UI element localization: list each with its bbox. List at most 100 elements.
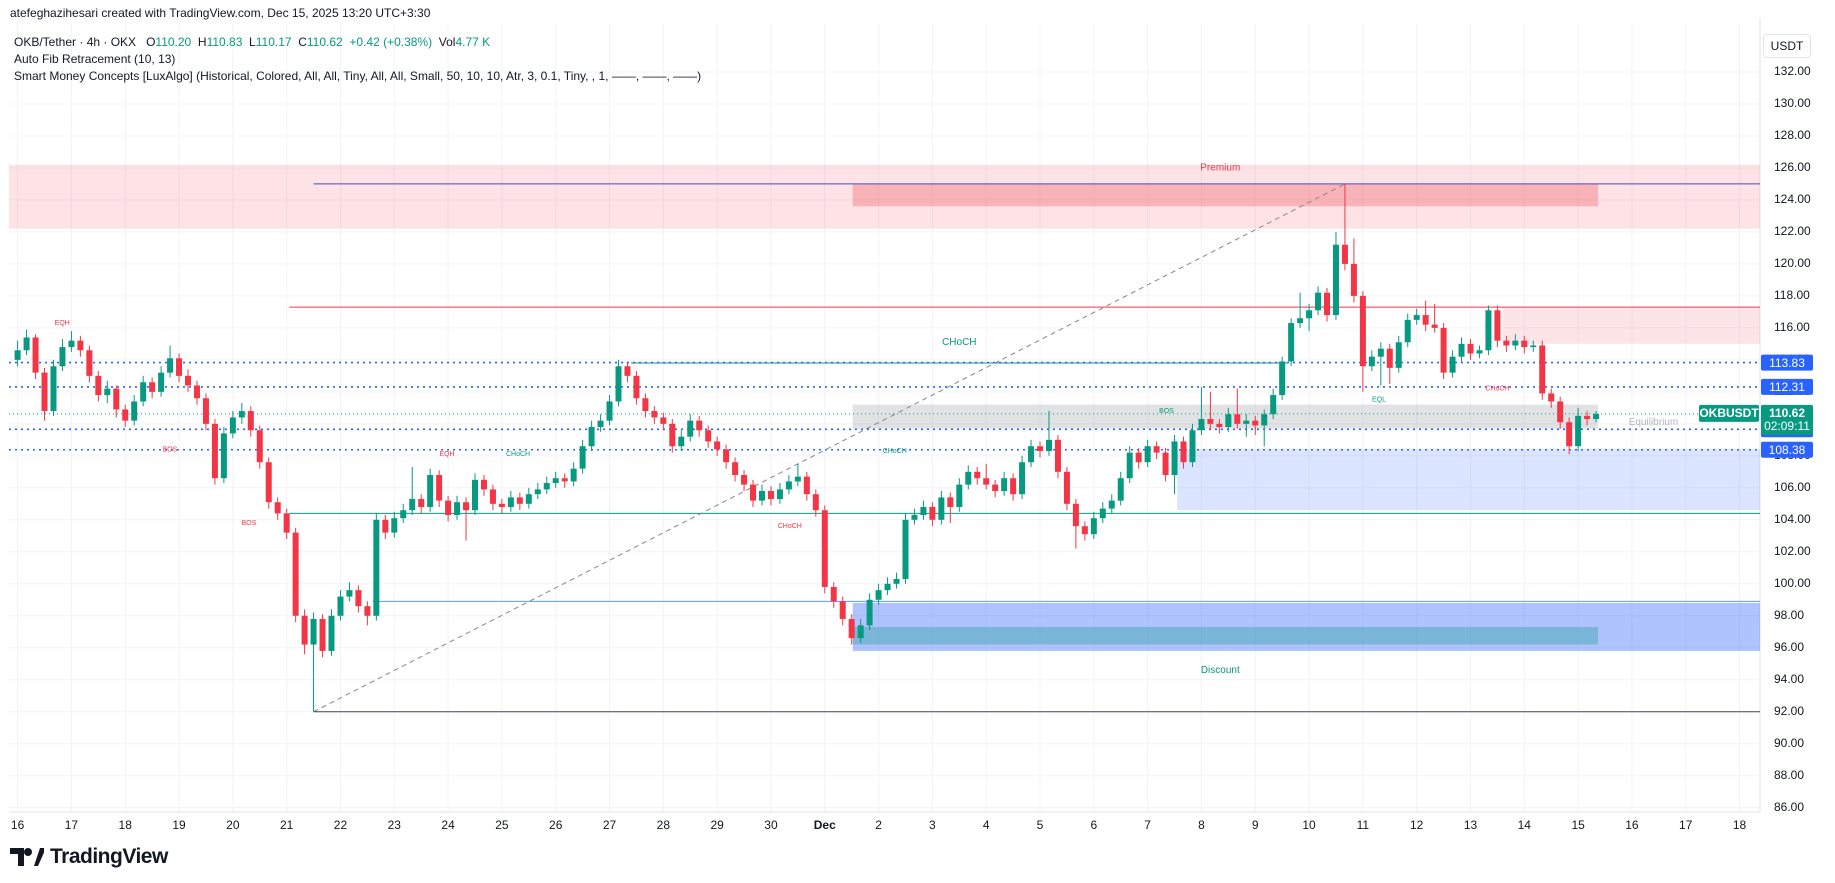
candle-body <box>77 340 84 351</box>
candle-body <box>292 532 299 616</box>
candle-body <box>857 625 864 639</box>
candle-body <box>454 502 461 516</box>
candle-body <box>1350 263 1357 296</box>
candle-body <box>525 494 532 504</box>
candle-body <box>1566 422 1573 447</box>
candle-body <box>1341 244 1348 264</box>
annotation: Equilibrium <box>1629 417 1678 428</box>
x-tick-label: 27 <box>603 818 617 832</box>
candle-body <box>1216 423 1223 428</box>
price-tag-label: 113.83 <box>1769 356 1805 370</box>
y-tick-label: 120.00 <box>1774 256 1811 270</box>
candle-body <box>229 417 236 434</box>
candle-body <box>714 441 721 450</box>
candle-body <box>776 489 783 500</box>
candle-body <box>866 599 873 626</box>
candle-body <box>767 491 774 500</box>
candle-body <box>597 420 604 428</box>
candle-body <box>785 481 792 490</box>
zone <box>852 626 1599 645</box>
price-tag-label: 108.38 <box>1769 443 1806 457</box>
candle-body <box>1557 401 1564 423</box>
candle-body <box>1054 439 1061 472</box>
x-tick-label: 19 <box>172 818 186 832</box>
candle-body <box>920 507 927 516</box>
candle-body <box>140 382 147 402</box>
fib-line <box>313 183 1346 713</box>
x-tick-label: 3 <box>929 818 936 832</box>
candle-body <box>409 499 416 511</box>
candle-body <box>624 366 631 376</box>
x-tick-label: 9 <box>1252 818 1259 832</box>
x-tick-label: 11 <box>1357 818 1370 832</box>
x-tick-label: 26 <box>549 818 563 832</box>
x-tick-label: 2 <box>875 818 882 832</box>
y-tick-label: 106.00 <box>1774 480 1811 494</box>
candle-body <box>1001 478 1008 492</box>
annotation: CHoCH <box>942 337 976 348</box>
candle-body <box>678 436 685 447</box>
candle-body <box>472 479 479 511</box>
x-tick-label: 18 <box>119 818 133 832</box>
annotation: CHoCH <box>883 448 907 455</box>
candle-body <box>113 388 120 410</box>
zone <box>1177 449 1760 511</box>
candle-body <box>1306 310 1313 319</box>
candle-body <box>848 618 855 639</box>
candle-body <box>301 615 308 645</box>
candle-body <box>256 430 263 463</box>
candle-body <box>86 350 93 376</box>
candle-body <box>732 462 739 476</box>
candle-body <box>1476 350 1483 354</box>
y-tick-label: 122.00 <box>1774 224 1811 238</box>
candle-body <box>185 375 192 386</box>
candle-body <box>265 462 272 503</box>
candle-body <box>929 507 936 520</box>
last-price-label: 110.62 <box>1769 406 1805 420</box>
candle-body <box>211 423 218 479</box>
y-tick-label: 88.00 <box>1774 768 1804 782</box>
annotation: BOS <box>162 446 177 453</box>
indicator[interactable]: Smart Money Concepts [LuxAlgo] (Historic… <box>14 69 702 83</box>
candle-body <box>1081 526 1088 535</box>
x-tick-label: 25 <box>495 818 509 832</box>
logo: TradingView <box>10 842 168 872</box>
ohlc-label: O <box>146 35 156 49</box>
candle-body <box>391 518 398 533</box>
x-tick-label: 14 <box>1518 818 1532 832</box>
candle-body <box>830 586 837 602</box>
candle-body <box>1234 414 1241 424</box>
zone <box>852 602 1760 651</box>
currency-button[interactable]: USDT <box>1763 34 1811 58</box>
y-tick-label: 90.00 <box>1774 736 1804 750</box>
candle-body <box>1189 430 1196 463</box>
candle-body <box>794 476 801 482</box>
candle-body <box>1010 478 1017 495</box>
ohlc-value: 110.20 <box>155 35 192 49</box>
candle-body <box>346 590 353 597</box>
indicator[interactable]: Auto Fib Retracement (10, 13) <box>14 52 176 66</box>
candle-body <box>1359 295 1366 367</box>
x-tick-label: 28 <box>657 818 671 832</box>
ohlc-value: 110.62 <box>306 35 343 49</box>
candle-body <box>149 382 156 392</box>
candle-body <box>355 590 362 607</box>
zone <box>1502 307 1760 344</box>
candle-body <box>274 502 281 514</box>
candle-body <box>1198 419 1205 431</box>
candle-body <box>202 398 209 424</box>
candle-body <box>176 358 183 376</box>
candle-body <box>1324 292 1331 316</box>
annotation: EQL <box>1372 397 1386 404</box>
candle-body <box>615 366 622 402</box>
x-tick-label: 5 <box>1037 818 1044 832</box>
candle-body <box>965 471 972 485</box>
candle-body <box>310 618 317 645</box>
ohlc-value: 110.83 <box>206 35 243 49</box>
candle-body <box>1395 342 1402 368</box>
candle-body <box>104 388 111 396</box>
candle-body <box>1593 413 1600 420</box>
candle-body <box>552 478 559 484</box>
candle-body <box>1288 323 1295 362</box>
